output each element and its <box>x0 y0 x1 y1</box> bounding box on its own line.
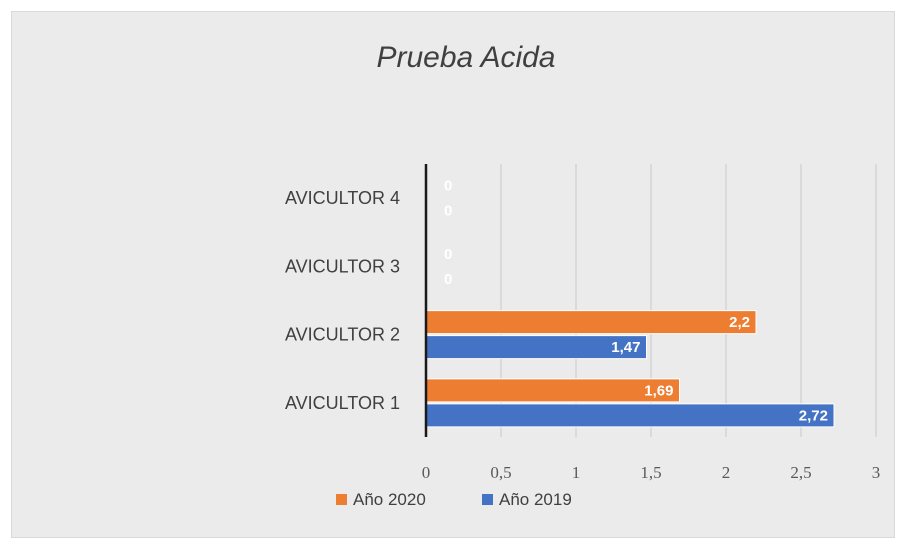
category-label: AVICULTOR 1 <box>285 393 400 413</box>
category-label: AVICULTOR 3 <box>285 256 400 276</box>
data-label: 0 <box>444 203 452 220</box>
bars <box>425 310 835 428</box>
category-label: AVICULTOR 4 <box>285 188 400 208</box>
data-label: 2,72 <box>799 407 828 424</box>
x-tick-label: 2,5 <box>790 463 811 482</box>
x-tick-label: 1,5 <box>640 463 661 482</box>
bar-ano-2020 <box>425 378 680 403</box>
data-labels: 1,69 2,72 2,2 1,47 0 0 0 0 <box>444 178 828 425</box>
x-tick-label: 1 <box>572 463 581 482</box>
data-label: 0 <box>444 178 452 195</box>
x-tick-label: 3 <box>872 463 881 482</box>
axes: 0 0,5 1 1,5 2 2,5 3 AVICULTOR 1 AVICULTOR 2 AVICU… <box>285 164 880 482</box>
data-label: 2,2 <box>729 314 750 331</box>
chart-title: Prueba Acida <box>376 41 555 74</box>
data-label: 0 <box>444 271 452 288</box>
legend-swatch <box>336 494 347 505</box>
legend-swatch <box>482 494 493 505</box>
legend-label: Año 2019 <box>499 490 572 509</box>
data-label: 1,69 <box>644 382 673 399</box>
x-tick-label: 0,5 <box>490 463 511 482</box>
data-label: 0 <box>444 246 452 263</box>
x-tick-label: 0 <box>422 463 431 482</box>
chart-area <box>11 11 895 538</box>
legend: Año 2020 Año 2019 <box>336 490 572 509</box>
x-tick-label: 2 <box>722 463 731 482</box>
category-label: AVICULTOR 2 <box>285 325 400 345</box>
bar-ano-2019 <box>425 403 835 428</box>
bar-ano-2020 <box>425 310 757 335</box>
data-label: 1,47 <box>611 339 640 356</box>
legend-label: Año 2020 <box>353 490 426 509</box>
